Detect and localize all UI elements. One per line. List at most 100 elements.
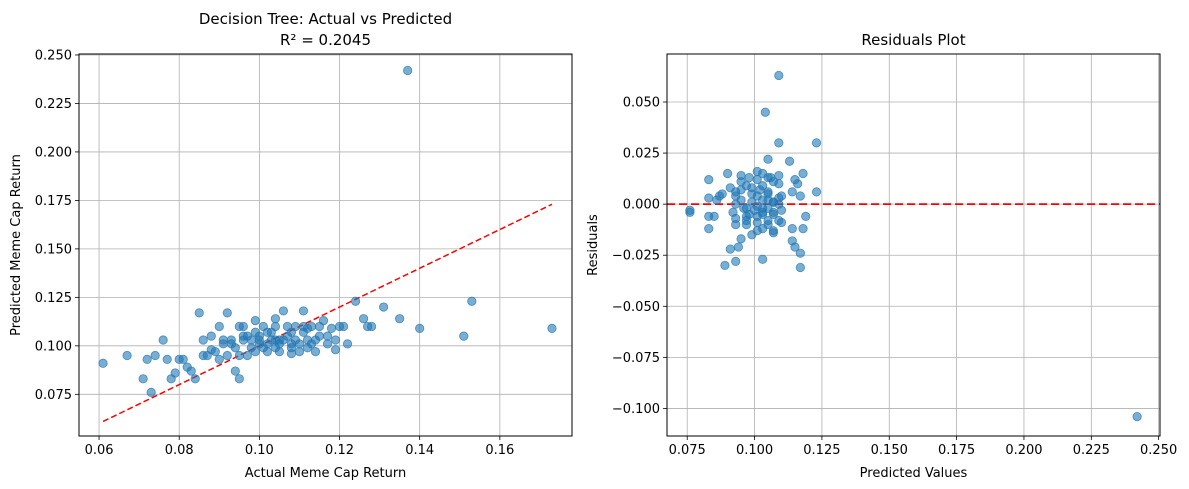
scatter-point (310, 347, 321, 357)
scatter-point (330, 345, 341, 355)
scatter-point (162, 354, 172, 365)
scatter-point (790, 242, 800, 252)
scatter-point (798, 224, 808, 234)
scatter-point (234, 374, 244, 384)
scatter-point (747, 183, 757, 193)
x-axis-label: Predicted Values (860, 466, 968, 481)
scatter-point (793, 179, 803, 189)
x-tick-label: 0.200 (1005, 443, 1042, 458)
scatter-point (278, 306, 289, 316)
scatter-point (294, 347, 305, 357)
scatter-point (704, 193, 714, 203)
x-tick-label: 0.150 (871, 443, 908, 458)
identity-reference-line (102, 203, 553, 423)
x-tick-label: 0.100 (736, 443, 773, 458)
scatter-point (218, 335, 228, 345)
scatter-point (234, 350, 244, 361)
scatter-point (704, 175, 714, 185)
scatter-point (733, 242, 743, 252)
scatter-point (774, 193, 784, 203)
x-tick-label: 0.10 (245, 443, 274, 458)
y-tick-label: 0.150 (35, 242, 72, 257)
y-tick-label: 0.200 (35, 145, 72, 160)
scatter-point (736, 234, 746, 244)
x-tick-label: 0.075 (669, 443, 706, 458)
scatter-point (776, 205, 787, 215)
scatter-point (302, 343, 313, 353)
x-ticks: 0.06 0.08 0.10 0.12 0.14 0.16 (85, 436, 514, 458)
scatter-point (246, 343, 256, 353)
y-tick-label: 0.000 (623, 198, 660, 213)
scatter-point (314, 321, 325, 332)
scatter-point (234, 321, 244, 332)
scatter-point (366, 321, 377, 332)
y-tick-label: 0.125 (35, 291, 72, 306)
y-ticks: 0.075 0.100 0.125 0.150 0.175 0.200 0.225 0.250 (35, 48, 79, 403)
scatter-point (795, 248, 805, 258)
scatter-point (723, 168, 733, 179)
scatter-point (752, 211, 762, 222)
scatter-point (314, 331, 325, 341)
y-tick-label: 0.100 (35, 339, 72, 354)
scatter-point (298, 321, 309, 332)
y-tick-label: −0.025 (612, 249, 660, 264)
scatter-point (122, 350, 132, 361)
scatter-point (282, 331, 293, 341)
scatter-point (787, 187, 797, 197)
scatter-point (298, 306, 309, 316)
scatter-point (254, 335, 264, 345)
scatter-point (720, 260, 730, 271)
scatter-point (736, 185, 746, 195)
scatter-point (685, 205, 695, 215)
scatter-point (198, 335, 208, 345)
scatter-point (787, 224, 797, 234)
scatter-point (290, 335, 301, 345)
y-tick-label: 0.075 (35, 388, 72, 403)
scatter-point (358, 314, 369, 324)
scatter-point (226, 339, 236, 349)
scatter-point (744, 172, 754, 183)
scatter-point (338, 321, 349, 332)
y-tick-label: −0.050 (612, 300, 660, 315)
x-tick-label: 0.16 (485, 443, 514, 458)
scatter-point (763, 172, 773, 183)
scatter-point (467, 296, 477, 306)
scatter-point (415, 323, 425, 333)
points-layer (98, 65, 557, 397)
scatter-point (811, 187, 822, 197)
chart-title: Residuals Plot (861, 31, 965, 49)
scatter-point (784, 156, 795, 166)
scatter-point (270, 314, 280, 324)
scatter-point (206, 345, 216, 355)
x-tick-label: 0.14 (405, 443, 434, 458)
scatter-point (214, 354, 224, 365)
y-tick-label: 0.225 (35, 97, 72, 112)
scatter-point (717, 189, 727, 199)
y-axis-label: Residuals (586, 214, 601, 276)
scatter-point (547, 323, 557, 333)
scatter-point (206, 331, 216, 341)
scatter-point (98, 358, 108, 368)
scatter-point (274, 335, 285, 345)
scatter-point (736, 170, 746, 181)
chart-subtitle: R² = 0.2045 (280, 31, 371, 49)
scatter-point (222, 350, 232, 361)
scatter-point (158, 335, 168, 345)
scatter-point (146, 387, 156, 397)
y-axis-label: Predicted Meme Cap Return (9, 154, 24, 336)
x-tick-label: 0.08 (165, 443, 194, 458)
scatter-point (795, 262, 805, 273)
scatter-point (774, 170, 784, 181)
scatter-point (350, 296, 361, 306)
scatter-point (758, 254, 768, 264)
plot-frame (78, 53, 573, 437)
scatter-point (763, 187, 773, 197)
x-tick-label: 0.250 (1140, 443, 1177, 458)
x-tick-label: 0.175 (938, 443, 975, 458)
scatter-point (741, 211, 752, 222)
y-tick-label: 0.250 (35, 48, 72, 63)
x-tick-label: 0.06 (85, 443, 114, 458)
scatter-point (242, 350, 252, 361)
scatter-point (768, 228, 779, 238)
